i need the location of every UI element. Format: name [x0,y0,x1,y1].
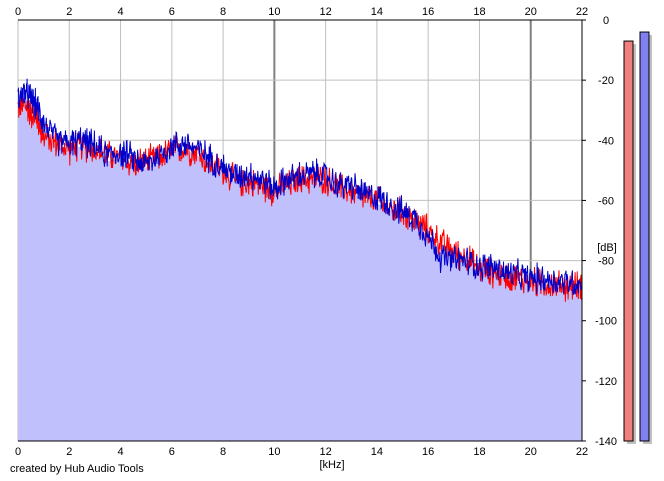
level-meter-blue [639,31,650,442]
x-tick-label-top: 20 [525,6,537,18]
x-tick-label-top: 6 [169,6,175,18]
x-tick-label-top: 14 [371,6,383,18]
spectrum-fill-area [18,98,582,441]
x-tick-label-bottom: 12 [320,446,332,458]
x-tick-label-bottom: 2 [66,446,72,458]
y-tick-label: -20 [598,75,614,87]
y-axis-label: [dB] [597,242,617,254]
x-tick-label-bottom: 6 [169,446,175,458]
x-tick-label-bottom: 16 [422,446,434,458]
y-tick-label: 0 [603,15,609,27]
x-tick-label-top: 8 [220,6,226,18]
y-tick-label: -40 [598,135,614,147]
x-tick-label-top: 12 [320,6,332,18]
x-tick-label-bottom: 22 [576,446,588,458]
level-meters [623,31,652,445]
x-tick-label-top: 2 [66,6,72,18]
y-tick-label: -60 [598,195,614,207]
level-meter-red [623,40,634,442]
series-blue-line [17,78,583,295]
x-tick-label-bottom: 18 [473,446,485,458]
x-tick-label-top: 4 [117,6,123,18]
y-tick-label: -80 [598,256,614,268]
footer-credit: created by Hub Audio Tools [10,463,144,475]
x-tick-label-bottom: 20 [525,446,537,458]
x-tick-label-bottom: 14 [371,446,383,458]
x-tick-label-top: 0 [15,6,21,18]
x-tick-label-top: 18 [473,6,485,18]
x-tick-label-bottom: 8 [220,446,226,458]
series-lines [17,78,583,302]
x-axis-label: [kHz] [319,459,344,471]
x-tick-label-top: 22 [576,6,588,18]
x-tick-label-top: 10 [268,6,280,18]
y-tick-label: -120 [595,376,617,388]
x-tick-label-top: 16 [422,6,434,18]
y-tick-label: -100 [595,316,617,328]
x-tick-label-bottom: 4 [117,446,123,458]
axes: 002244668810101212141416161818202022220-… [15,6,617,458]
x-tick-label-bottom: 0 [15,446,21,458]
y-tick-label: -140 [595,436,617,448]
x-tick-label-bottom: 10 [268,446,280,458]
